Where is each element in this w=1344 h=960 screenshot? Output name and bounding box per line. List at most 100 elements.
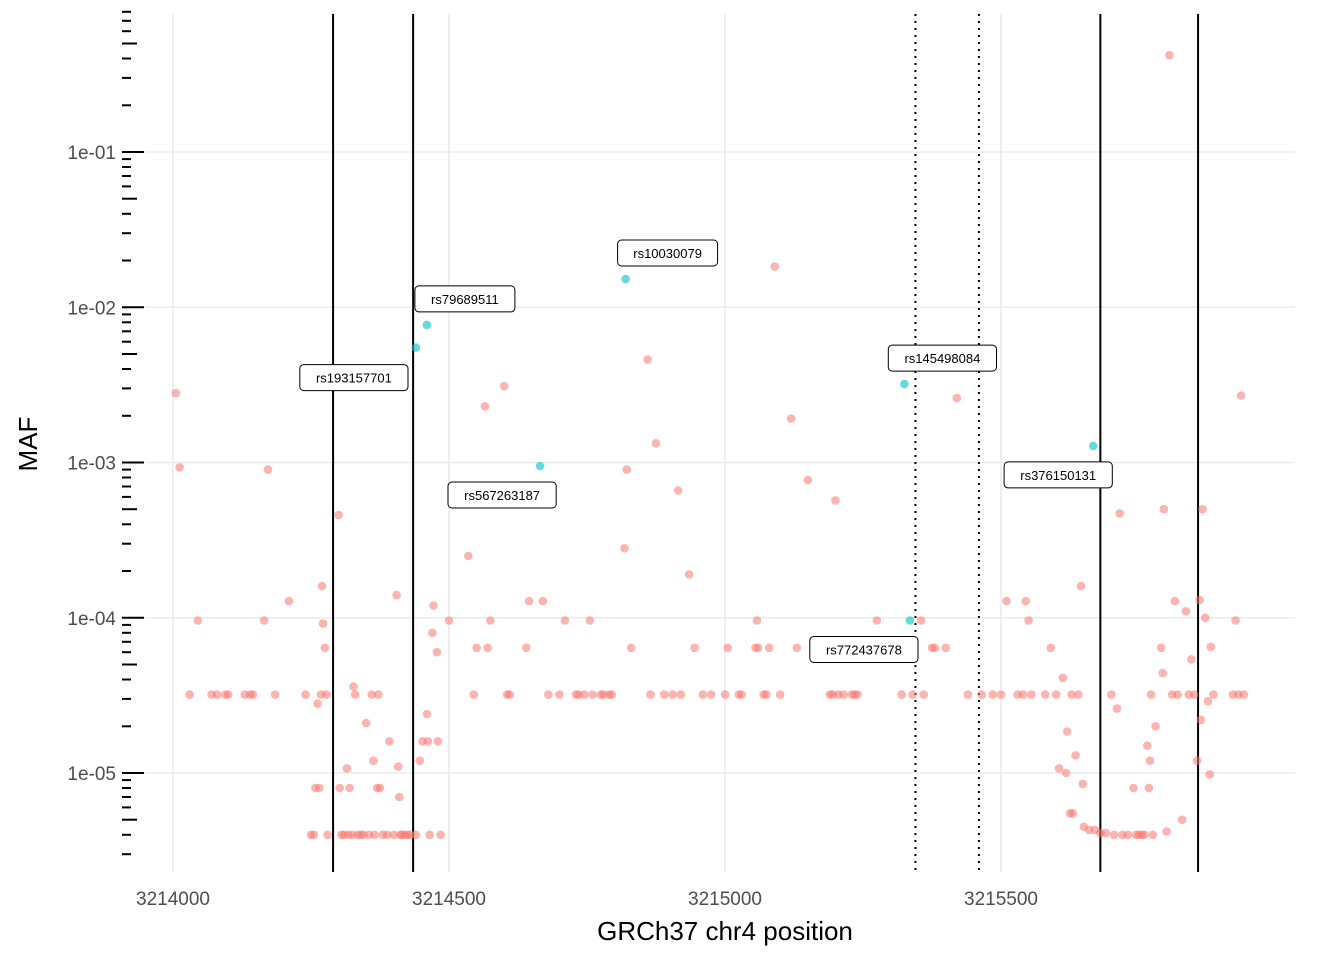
snp-point-85 (555, 690, 564, 699)
snp-point-71 (444, 616, 454, 625)
snp-point-12 (263, 465, 273, 474)
snp-point-63 (422, 709, 432, 719)
snp-point-49 (382, 830, 392, 840)
snp-point-188 (1146, 690, 1156, 699)
snp-point-161 (1062, 727, 1072, 736)
snp-point-145 (963, 690, 973, 699)
label-rs79689511: rs79689511 (414, 285, 516, 313)
label-rs145498084: rs145498084 (887, 344, 997, 372)
snp-point-40 (361, 718, 371, 728)
snp-point-76 (483, 643, 492, 653)
snp-point-123 (792, 643, 802, 653)
snp-point-24 (320, 643, 330, 653)
snp-point-86 (560, 616, 570, 625)
snp-labels: rs79689511 rs193157701 rs10030079 rs5672631… (299, 239, 1113, 663)
snp-point-70 (436, 830, 446, 840)
snp-point-91 (588, 690, 597, 699)
snp-point-7 (223, 690, 233, 699)
snp-point-197 (1170, 596, 1180, 606)
snp-point-47 (375, 783, 385, 793)
snp-point-102 (660, 690, 669, 699)
snp-point-72 (464, 551, 473, 561)
snp-point-2 (185, 690, 194, 699)
snp-point-65 (425, 830, 435, 840)
label-box-rs567263187 (447, 481, 557, 509)
snp-point-118 (762, 690, 771, 699)
snp-point-28 (335, 783, 345, 793)
snp-point-67 (429, 601, 438, 610)
snp-point-199 (1177, 815, 1187, 824)
snp-point-42 (367, 690, 377, 699)
snp-point-166 (1074, 690, 1083, 699)
snp-point-153 (1024, 616, 1033, 625)
region-lines (332, 14, 1200, 872)
snp-point-119 (764, 643, 774, 653)
snp-point-101 (651, 439, 661, 448)
snp-point-27 (334, 510, 343, 520)
label-text-rs193157701: rs193157701 (316, 371, 392, 386)
snp-point-179 (1123, 830, 1133, 840)
snp-point-122 (786, 414, 796, 423)
x-tick-label-1: 3214500 (412, 889, 486, 910)
snp-point-20 (315, 783, 324, 793)
snp-point-44 (370, 830, 379, 840)
snp-point-110 (720, 690, 730, 699)
snp-point-167 (1076, 581, 1086, 591)
snp-point-61 (415, 756, 425, 765)
snp-point-54 (395, 792, 404, 802)
snp-point-116 (753, 643, 763, 653)
label-rs772437678: rs772437678 (809, 636, 919, 663)
highlighted-point-rs79689511 (422, 320, 432, 330)
y-tick-label-3: 1e-02 (67, 298, 116, 319)
snp-point-206 (1196, 715, 1206, 725)
snp-point-148 (996, 690, 1006, 699)
snp-point-176 (1112, 704, 1122, 713)
snp-point-19 (313, 699, 322, 708)
snp-point-25 (322, 690, 331, 699)
snp-point-51 (389, 830, 399, 840)
snp-point-124 (803, 475, 813, 485)
snp-point-99 (643, 355, 652, 364)
snp-point-103 (668, 690, 677, 699)
snp-point-174 (1107, 690, 1116, 699)
snp-point-35 (349, 682, 358, 691)
snp-point-212 (1209, 690, 1218, 699)
snp-point-138 (908, 690, 917, 699)
snp-point-207 (1198, 504, 1207, 514)
snp-point-175 (1109, 830, 1119, 840)
snp-point-120 (770, 262, 779, 271)
snp-point-163 (1067, 690, 1076, 699)
x-axis: 3214000 3214500 3215000 3215500 (136, 889, 1038, 910)
snp-point-209 (1203, 696, 1213, 706)
snp-point-84 (544, 690, 553, 699)
snp-point-113 (737, 690, 746, 699)
snp-point-192 (1158, 668, 1167, 678)
snp-point-210 (1205, 770, 1214, 779)
snp-point-190 (1151, 722, 1160, 731)
snp-point-68 (432, 647, 442, 657)
snp-point-23 (318, 619, 328, 628)
snp-point-108 (698, 690, 708, 699)
snp-point-52 (392, 590, 401, 600)
snp-point-139 (916, 616, 926, 625)
snp-point-78 (499, 381, 509, 391)
label-rs376150131: rs376150131 (1003, 461, 1113, 489)
snp-point-22 (317, 581, 327, 591)
snp-point-74 (472, 643, 481, 653)
snp-point-53 (393, 762, 403, 771)
snp-point-77 (486, 616, 495, 625)
snp-point-158 (1054, 764, 1064, 773)
snp-point-80 (505, 690, 514, 699)
snp-point-135 (872, 616, 882, 625)
snp-point-151 (1018, 690, 1028, 699)
label-box-rs193157701 (299, 364, 409, 392)
highlighted-point-rs193157701 (411, 343, 421, 352)
grid-lines (145, 14, 1295, 872)
snp-point-69 (433, 737, 443, 746)
y-axis-title: MAF (13, 417, 43, 472)
snp-point-140 (919, 690, 928, 699)
snp-point-159 (1058, 673, 1068, 683)
snp-point-200 (1181, 607, 1191, 616)
snp-point-168 (1078, 779, 1087, 789)
